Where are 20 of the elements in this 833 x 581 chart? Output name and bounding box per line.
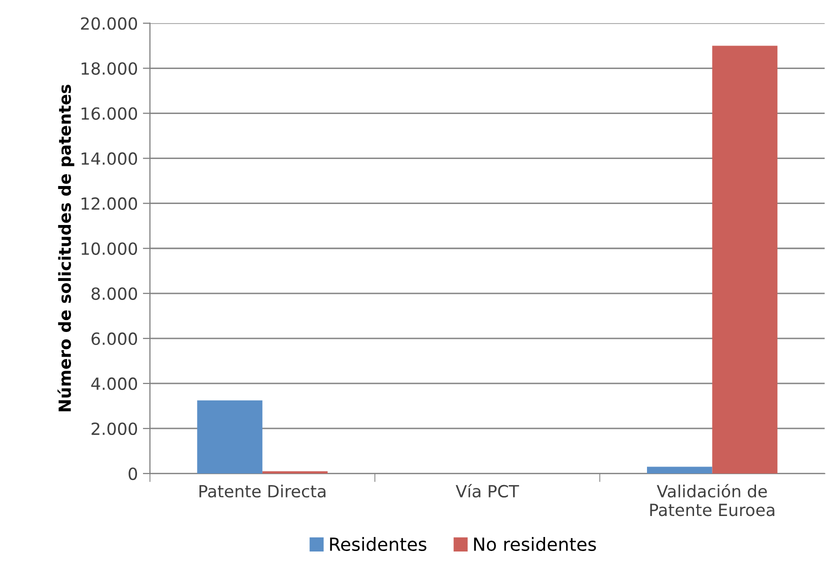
y-tick-label: 8.000 bbox=[92, 287, 138, 300]
y-tick-label: 18.000 bbox=[82, 62, 138, 75]
x-tick-label: Vía PCT bbox=[456, 484, 520, 498]
bar bbox=[712, 46, 778, 474]
bar bbox=[197, 400, 262, 474]
y-tick-label: 20.000 bbox=[81, 17, 138, 30]
y-tick-label: 0 bbox=[128, 467, 138, 480]
y-tick-label: 4.000 bbox=[91, 377, 138, 390]
y-tick-label: 6.000 bbox=[92, 332, 138, 345]
x-tick-label: Validación de Patente Euroea bbox=[650, 484, 774, 516]
legend-label: Residentes bbox=[330, 537, 426, 552]
legend-label: No residentes bbox=[474, 537, 596, 552]
y-tick-label: 2.000 bbox=[92, 422, 138, 436]
y-tick-label: 14.000 bbox=[82, 152, 138, 165]
y-tick-label: 12.000 bbox=[82, 197, 138, 210]
y-tick-label: 16.000 bbox=[82, 107, 138, 120]
y-axis-title: Número de solicitudes de patentes bbox=[57, 84, 74, 412]
y-tick-label: 10.000 bbox=[82, 242, 138, 255]
bar bbox=[646, 466, 712, 474]
x-tick-label: Patente Directa bbox=[200, 484, 326, 498]
